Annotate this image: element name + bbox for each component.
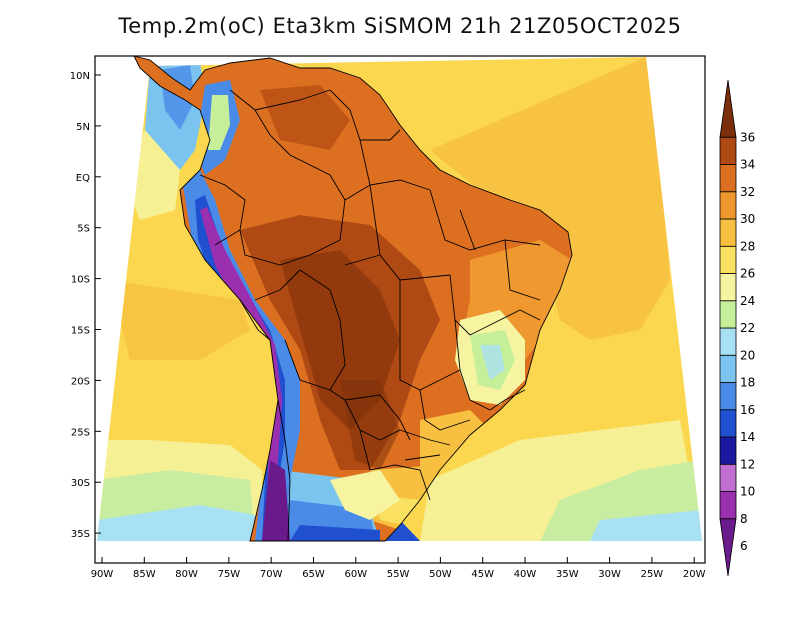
lon-label: 30W	[598, 569, 621, 580]
lat-label: 10S	[71, 275, 90, 286]
colorbar: 6 8 10 12 14 16 18 20 22 24 26 28 30 32 34 36	[719, 79, 755, 577]
colorbar-label: 28	[740, 239, 755, 253]
colorbar-swatch	[719, 273, 737, 302]
lat-label: 25S	[71, 427, 90, 438]
colorbar-swatch	[719, 382, 737, 411]
colorbar-swatch	[719, 491, 737, 520]
lon-label: 65W	[302, 569, 325, 580]
lon-label: 45W	[471, 569, 494, 580]
lon-label: 35W	[556, 569, 579, 580]
lon-label: 60W	[344, 569, 367, 580]
colorbar-label: 34	[740, 158, 755, 172]
colorbar-label: 6	[740, 539, 748, 553]
colorbar-swatch	[719, 409, 737, 438]
lat-label: 5N	[76, 122, 90, 133]
lat-label: 20S	[71, 376, 90, 387]
lat-label: 15S	[71, 326, 90, 337]
colorbar-label: 14	[740, 430, 755, 444]
lon-label: 20W	[683, 569, 706, 580]
colorbar-label: 16	[740, 403, 755, 417]
lat-label: 30S	[71, 478, 90, 489]
colorbar-label: 20	[740, 348, 755, 362]
lon-label: 25W	[641, 569, 664, 580]
lon-label: 40W	[514, 569, 537, 580]
colorbar-swatch	[719, 218, 737, 247]
colorbar-swatch	[719, 136, 737, 165]
colorbar-swatch	[719, 300, 737, 329]
country-borders	[133, 55, 573, 542]
lon-label: 80W	[175, 569, 198, 580]
colorbar-label: 32	[740, 185, 755, 199]
colorbar-swatch	[719, 191, 737, 220]
colorbar-label: 36	[740, 130, 755, 144]
colorbar-swatch	[719, 354, 737, 383]
longitude-axis: 90W 85W 80W 75W 70W 65W 60W 55W 50W 45W 40W 35W 30W 2…	[91, 557, 706, 580]
colorbar-swatch	[719, 327, 737, 356]
colorbar-swatch	[719, 436, 737, 465]
lat-label: 5S	[77, 224, 90, 235]
lon-label: 50W	[429, 569, 452, 580]
lat-label: 35S	[71, 529, 90, 540]
lon-label: 55W	[387, 569, 410, 580]
lon-label: 75W	[218, 569, 241, 580]
colorbar-label: 22	[740, 321, 755, 335]
latitude-axis: 10N 5N EQ 5S 10S 15S 20S 25S 30S 35S	[70, 71, 101, 540]
colorbar-label: 24	[740, 294, 755, 308]
colorbar-label: 10	[740, 485, 755, 499]
colorbar-swatch	[719, 164, 737, 193]
colorbar-label: 30	[740, 212, 755, 226]
colorbar-swatch	[719, 79, 737, 138]
lon-label: 70W	[260, 569, 283, 580]
map-title: Temp.2m(oC) Eta3km SiSMOM 21h 21Z05OCT20…	[118, 14, 682, 38]
colorbar-swatch	[719, 245, 737, 274]
colorbar-swatch	[719, 463, 737, 492]
colorbar-label: 12	[740, 457, 755, 471]
ocean-field	[97, 57, 702, 541]
colorbar-label: 26	[740, 267, 755, 281]
plot-frame	[94, 55, 706, 564]
lat-label: 10N	[70, 71, 90, 82]
colorbar-label: 18	[740, 376, 755, 390]
lon-label: 90W	[91, 569, 114, 580]
colorbar-label: 8	[740, 512, 748, 526]
lat-label: EQ	[76, 173, 90, 184]
lon-label: 85W	[133, 569, 156, 580]
colorbar-swatch	[719, 518, 737, 577]
